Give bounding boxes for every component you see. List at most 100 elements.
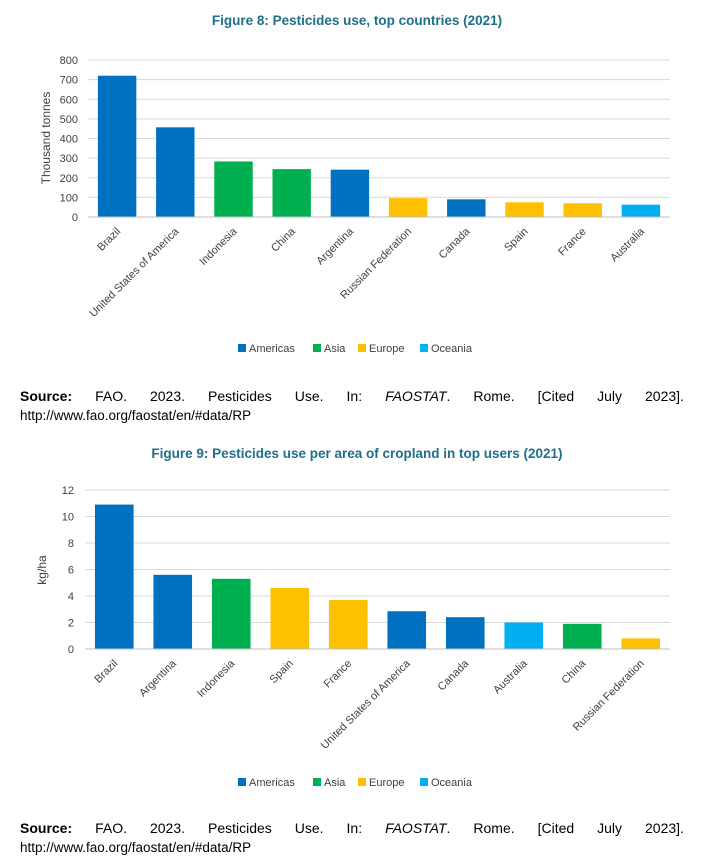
figure-8-source-url: http://www.fao.org/faostat/en/#data/RP <box>20 408 252 423</box>
y-tick-label: 6 <box>68 565 74 577</box>
legend-label: Oceania <box>431 777 473 789</box>
y-axis-label: Thousand tonnes <box>39 92 53 185</box>
bar <box>563 203 602 217</box>
y-tick-label: 10 <box>62 512 74 524</box>
x-tick-label: Australia <box>608 225 647 264</box>
source-word: FAO. <box>95 388 127 404</box>
figure-8-source-line: Source: FAO. 2023. Pesticides Use. In: FAOSTAT… <box>20 386 684 406</box>
x-tick-label: China <box>560 657 589 686</box>
bar <box>270 588 310 649</box>
bar <box>504 622 544 649</box>
source-publication: FAOSTAT. <box>385 388 451 404</box>
legend-swatch <box>313 344 321 352</box>
bar <box>447 199 486 217</box>
y-tick-label: 800 <box>60 55 78 67</box>
x-tick-label: Argentina <box>314 225 356 267</box>
y-tick-label: 12 <box>62 485 74 497</box>
source-word: 2023. <box>149 820 186 836</box>
legend-label: Europe <box>369 777 404 789</box>
y-tick-label: 4 <box>68 591 74 603</box>
y-tick-label: 0 <box>68 644 74 656</box>
source-word: FAO. <box>95 820 127 836</box>
y-tick-label: 400 <box>60 134 78 146</box>
source-word: Rome. <box>473 388 515 404</box>
x-tick-label: France <box>556 226 589 259</box>
x-tick-label: Brazil <box>95 226 123 254</box>
x-tick-label: China <box>269 225 298 254</box>
bar <box>445 617 485 649</box>
source-label: Source: <box>20 820 73 836</box>
legend-swatch <box>358 778 366 786</box>
bar <box>272 169 311 217</box>
bar <box>328 599 368 649</box>
figure-9-source: Source: FAO. 2023. Pesticides Use. In: FAOSTAT… <box>20 818 684 858</box>
y-tick-label: 500 <box>60 114 78 126</box>
x-tick-label: Canada <box>437 225 473 261</box>
source-word: [Cited <box>537 388 575 404</box>
bar <box>330 169 370 217</box>
bar <box>621 204 661 217</box>
figure-8-title: Figure 8: Pesticides use, top countries … <box>211 13 503 28</box>
legend-label: Americas <box>249 343 295 355</box>
y-tick-label: 300 <box>60 153 78 165</box>
source-word: In: <box>346 820 363 836</box>
y-tick-label: 600 <box>60 94 78 106</box>
bar <box>388 198 428 217</box>
legend-label: Oceania <box>431 343 473 355</box>
x-tick-label: Brazil <box>92 658 120 686</box>
y-tick-label: 2 <box>68 618 74 630</box>
x-tick-label: Canada <box>436 657 472 693</box>
bar <box>214 161 253 217</box>
y-tick-label: 700 <box>60 75 78 87</box>
y-axis-label: kg/ha <box>35 555 49 585</box>
legend-label: Asia <box>324 343 346 355</box>
legend-swatch <box>420 344 428 352</box>
source-word: Pesticides <box>207 388 272 404</box>
bar <box>387 611 427 649</box>
legend-label: Europe <box>369 343 404 355</box>
source-publication: FAOSTAT. <box>385 820 451 836</box>
legend-label: Americas <box>249 777 295 789</box>
source-word: Use. <box>294 388 324 404</box>
legend-label: Asia <box>324 777 346 789</box>
source-word: July <box>597 820 623 836</box>
bar <box>97 75 137 217</box>
source-word: Pesticides <box>207 820 272 836</box>
x-tick-label: Australia <box>491 657 530 696</box>
source-word: 2023]. <box>645 388 684 404</box>
source-word: In: <box>346 388 363 404</box>
bar <box>562 623 602 649</box>
bar <box>211 578 251 649</box>
source-label: Source: <box>20 388 73 404</box>
x-tick-label: Indonesia <box>195 657 238 700</box>
bar <box>153 574 193 649</box>
legend-swatch <box>420 778 428 786</box>
x-tick-label: Argentina <box>137 657 179 699</box>
bar <box>505 202 544 217</box>
x-tick-label: Indonesia <box>197 225 240 268</box>
legend-swatch <box>313 778 321 786</box>
figure-9-source-url: http://www.fao.org/faostat/en/#data/RP <box>20 840 252 855</box>
x-tick-label: Spain <box>502 226 530 254</box>
source-word: Rome. <box>473 820 515 836</box>
source-word: 2023]. <box>645 820 684 836</box>
source-word: [Cited <box>537 820 575 836</box>
bar <box>156 127 195 217</box>
figure-9-chart: 0 2 4 6 8 10 12 kg/ha Brazil Argentina Indonesia Sp… <box>35 485 670 789</box>
figure-9-source-line: Source: FAO. 2023. Pesticides Use. In: FAOSTAT… <box>20 818 684 838</box>
y-tick-label: 200 <box>60 173 78 185</box>
bar <box>94 504 134 649</box>
legend-swatch <box>238 778 246 786</box>
source-word: July <box>597 388 623 404</box>
x-tick-label: Spain <box>267 658 295 686</box>
legend-swatch <box>238 344 246 352</box>
figure-8-chart: 0 100 200 300 400 500 600 700 800 Thousand tonnes… <box>39 55 670 355</box>
y-tick-label: 8 <box>68 538 74 550</box>
y-tick-label: 0 <box>72 212 78 224</box>
bar <box>621 638 661 649</box>
legend-swatch <box>358 344 366 352</box>
figure-9-title: Figure 9: Pesticides use per area of cro… <box>151 446 563 461</box>
figure-8-source: Source: FAO. 2023. Pesticides Use. In: FAOSTAT… <box>20 386 684 426</box>
source-word: Use. <box>294 820 324 836</box>
y-tick-label: 100 <box>60 192 78 204</box>
